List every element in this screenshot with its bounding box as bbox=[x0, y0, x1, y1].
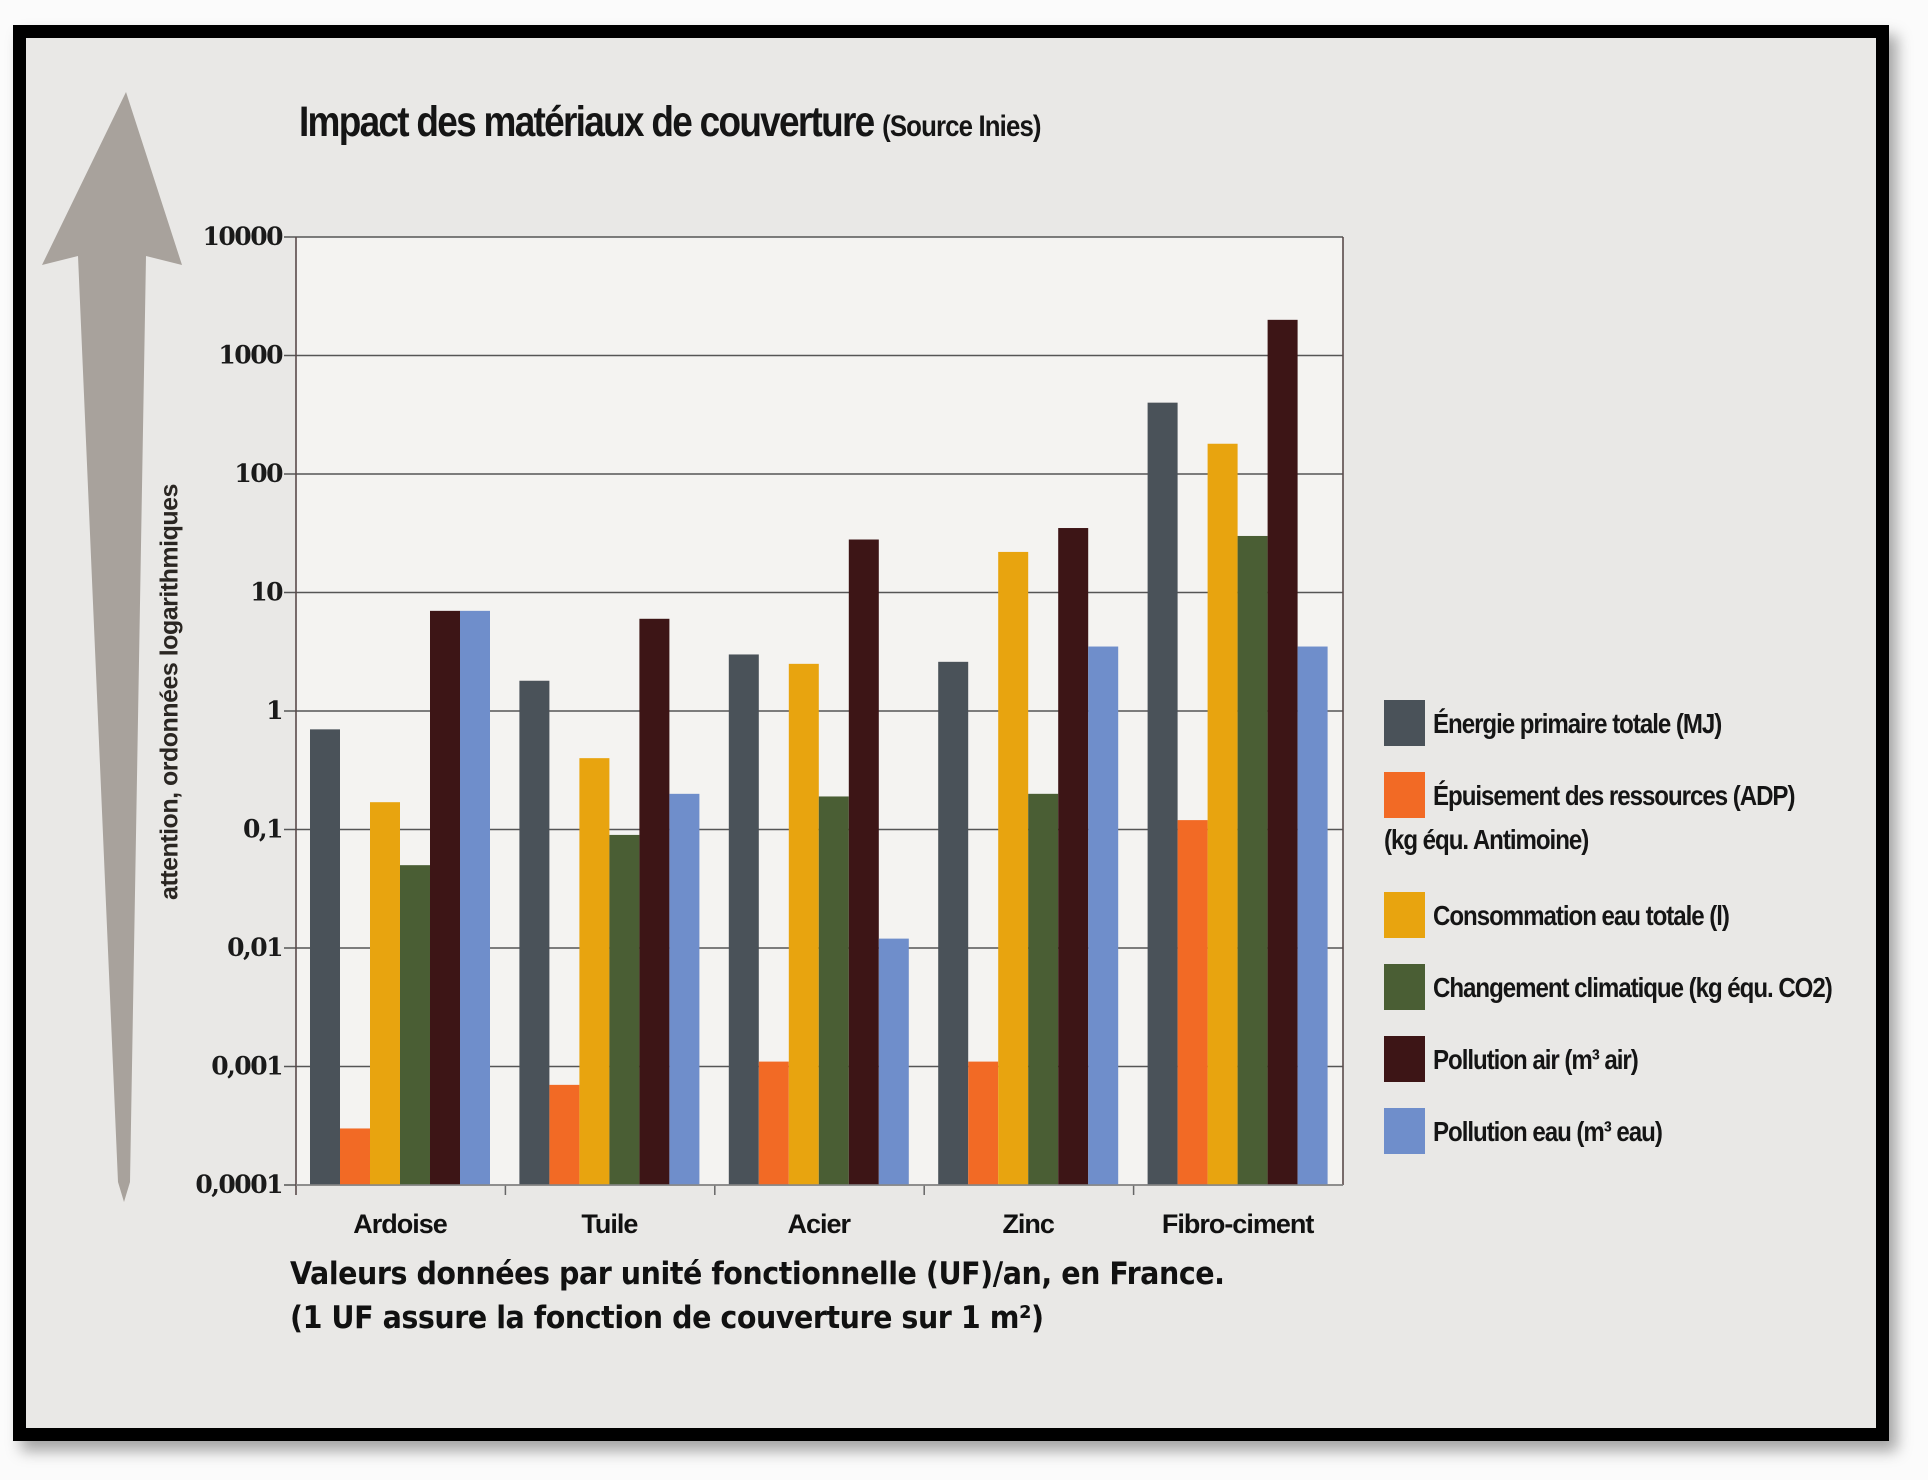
bar-acier-1 bbox=[758, 1061, 789, 1185]
axes bbox=[295, 237, 1344, 1195]
bar-ardoise-5 bbox=[460, 610, 490, 1185]
chart-title: Impact des matériaux de couverture (Sour… bbox=[299, 98, 1042, 147]
legend-item: Épuisement des ressources (ADP) bbox=[1384, 772, 1853, 820]
bar-zinc-5 bbox=[1088, 646, 1119, 1185]
bar-fibro-ciment-3 bbox=[1237, 535, 1268, 1185]
x-category-label: Zinc bbox=[1002, 1209, 1054, 1239]
bar-fibro-ciment-5 bbox=[1297, 646, 1328, 1185]
bar-zinc-1 bbox=[968, 1061, 999, 1185]
x-category-label: Acier bbox=[788, 1209, 852, 1239]
legend-label: Changement climatique (kg équ. CO2) bbox=[1433, 972, 1833, 1003]
legend-item: Énergie primaire totale (MJ) bbox=[1384, 700, 1768, 748]
y-tick-label: 10000 bbox=[203, 222, 284, 251]
bar-zinc-2 bbox=[998, 551, 1029, 1185]
caption-line-2: (1 UF assure la fonction de couverture s… bbox=[290, 1300, 1044, 1336]
legend-label: Pollution eau (m³ eau) bbox=[1433, 1116, 1663, 1147]
bar-acier-2 bbox=[788, 663, 819, 1185]
bar-ardoise-0 bbox=[310, 729, 340, 1185]
y-tick-label: 0,1 bbox=[243, 815, 282, 844]
bar-zinc-4 bbox=[1058, 528, 1089, 1185]
x-category-label: Fibro-ciment bbox=[1162, 1209, 1315, 1239]
bars bbox=[310, 319, 1328, 1185]
bar-ardoise-1 bbox=[340, 1128, 370, 1185]
y-tick-label: 0,01 bbox=[227, 933, 282, 962]
bar-tuile-5 bbox=[669, 793, 700, 1185]
y-tick-label: 0,0001 bbox=[195, 1170, 282, 1199]
bar-acier-4 bbox=[848, 539, 879, 1185]
legend-swatch bbox=[1384, 964, 1425, 1010]
bar-ardoise-3 bbox=[400, 865, 430, 1185]
y-tick-label: 1000 bbox=[218, 341, 283, 370]
bar-ardoise-4 bbox=[430, 610, 460, 1185]
legend-label: Consommation eau totale (l) bbox=[1433, 900, 1730, 931]
bar-fibro-ciment-4 bbox=[1267, 319, 1298, 1185]
bar-ardoise-2 bbox=[370, 802, 400, 1185]
bar-acier-0 bbox=[728, 654, 759, 1185]
y-tick-label: 0,001 bbox=[211, 1052, 282, 1081]
bar-fibro-ciment-0 bbox=[1147, 402, 1178, 1185]
bar-acier-5 bbox=[878, 938, 909, 1185]
chart-caption: Valeurs données par unité fonctionnelle … bbox=[290, 1252, 1225, 1340]
legend-item: Pollution eau (m³ eau) bbox=[1384, 1108, 1699, 1156]
bar-tuile-2 bbox=[579, 758, 610, 1185]
bar-tuile-4 bbox=[639, 618, 670, 1185]
legend-item: Changement climatique (kg équ. CO2) bbox=[1384, 964, 1897, 1012]
chart-title-source: (Source Inies) bbox=[882, 110, 1041, 143]
caption-line-1: Valeurs données par unité fonctionnelle … bbox=[290, 1256, 1225, 1292]
legend-swatch bbox=[1384, 700, 1425, 746]
y-tick-labels: 10000 1000 100 10 1 0,1 0,01 0,001 0,0001 bbox=[195, 222, 284, 1199]
y-tick-label: 1 bbox=[266, 696, 282, 725]
bar-acier-3 bbox=[818, 796, 849, 1185]
bar-fibro-ciment-2 bbox=[1207, 443, 1238, 1185]
x-category-labels: Ardoise Tuile Acier Zinc Fibro-ciment bbox=[353, 1209, 1315, 1239]
y-tick-label: 100 bbox=[234, 459, 283, 488]
legend-sublabel: (kg équ. Antimoine) bbox=[1384, 824, 1589, 855]
arrow-up-icon bbox=[42, 92, 182, 1202]
bar-zinc-3 bbox=[1028, 793, 1059, 1185]
x-category-label: Tuile bbox=[581, 1209, 638, 1239]
bar-zinc-0 bbox=[938, 661, 969, 1185]
x-category-label: Ardoise bbox=[353, 1209, 448, 1239]
legend-item: Pollution air (m³ air) bbox=[1384, 1036, 1671, 1084]
log-scale-arrow: attention, ordonnées logarithmiques bbox=[40, 92, 240, 1202]
legend-label: Épuisement des ressources (ADP) bbox=[1433, 780, 1795, 811]
legend-swatch bbox=[1384, 1036, 1425, 1082]
legend-swatch bbox=[1384, 772, 1425, 818]
chart-title-main: Impact des matériaux de couverture bbox=[299, 98, 875, 146]
legend-item: Consommation eau totale (l) bbox=[1384, 892, 1777, 940]
bar-tuile-1 bbox=[549, 1084, 580, 1185]
bar-fibro-ciment-1 bbox=[1177, 820, 1208, 1185]
y-tick-label: 10 bbox=[250, 578, 283, 607]
bar-tuile-0 bbox=[519, 680, 550, 1185]
legend-label: Pollution air (m³ air) bbox=[1433, 1044, 1639, 1075]
legend-swatch bbox=[1384, 1108, 1425, 1154]
legend-label: Énergie primaire totale (MJ) bbox=[1433, 708, 1722, 739]
bar-tuile-3 bbox=[609, 834, 640, 1185]
legend-swatch bbox=[1384, 892, 1425, 938]
